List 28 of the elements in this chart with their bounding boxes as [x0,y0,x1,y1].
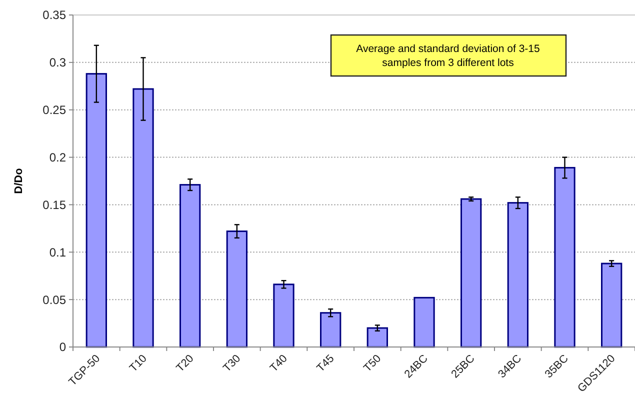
y-tick-label: 0 [59,340,66,354]
y-tick-label: 0.2 [49,150,66,164]
bar [180,184,201,348]
y-axis-title: D/Do [13,168,25,194]
bar [554,166,576,348]
y-tick-label: 0.25 [42,103,66,118]
y-tick-label: 0.05 [42,292,66,307]
annotation: Average and standard deviation of 3-15 samples from 3 different lots [356,43,540,69]
bar [320,312,342,348]
x-tick-label: T40 [268,352,290,375]
bar [86,73,107,348]
x-tick-label: T20 [174,352,196,375]
y-tick-label: 0.1 [49,245,66,260]
bar [226,230,248,348]
y-tick-label: 0.15 [42,198,66,212]
bar [601,262,622,348]
y-tick-label: 0.3 [49,56,66,70]
bar [366,327,388,348]
x-tick-label: T10 [127,352,150,375]
bar [414,296,435,348]
bar [273,284,294,348]
bar [507,202,528,348]
y-tick-label: 0.35 [42,8,66,22]
x-tick-label: T30 [221,352,244,375]
bar [132,88,154,348]
x-tick-label: T45 [314,352,337,375]
bar [460,198,482,348]
x-tick-label: T50 [362,352,384,375]
